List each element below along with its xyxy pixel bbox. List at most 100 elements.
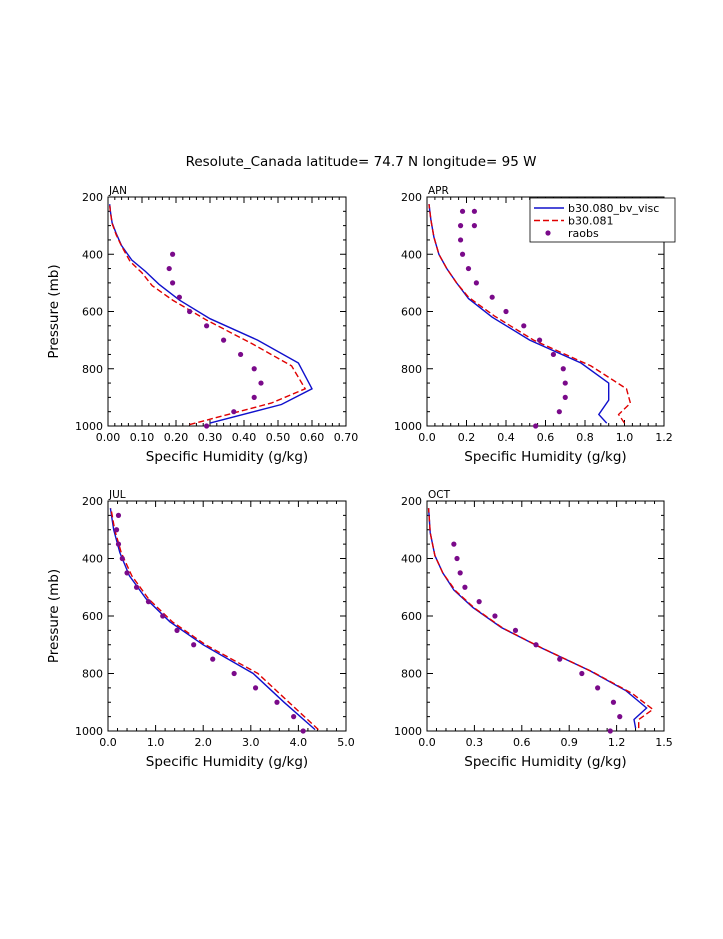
series-line-b30-080-jul bbox=[109, 508, 316, 731]
panel-apr: APR 0.0 0.2 0.4 0.6 0.8 1.0 1.2 200 400 600 800 1000… bbox=[394, 185, 673, 465]
y-tick-label-apr: 800 bbox=[401, 363, 422, 376]
raobs-point-jan bbox=[221, 337, 227, 343]
raobs-point-oct bbox=[476, 599, 482, 605]
panel-oct: OCT 0.0 0.3 0.6 0.9 1.2 1.5 200 400 600 800 1000 Spe… bbox=[394, 489, 673, 770]
y-axis-label-jan: Pressure (mb) bbox=[46, 264, 62, 358]
y-tick-label-jul: 200 bbox=[82, 495, 103, 508]
y-tick-label-jul: 600 bbox=[82, 610, 103, 623]
raobs-point-jul bbox=[191, 642, 197, 648]
y-tick-label-jul: 800 bbox=[82, 668, 103, 681]
raobs-point-jan bbox=[204, 423, 210, 429]
raobs-point-jul bbox=[231, 670, 237, 677]
raobs-point-oct bbox=[617, 714, 623, 720]
raobs-point-apr bbox=[536, 337, 543, 343]
raobs-point-jul bbox=[174, 627, 180, 633]
x-tick-label-jul: 0.0 bbox=[99, 736, 117, 749]
raobs-point-oct bbox=[457, 570, 463, 576]
x-tick-label-apr: 0.2 bbox=[458, 431, 476, 444]
raobs-point-apr bbox=[459, 251, 466, 257]
raobs-point-oct bbox=[454, 555, 460, 562]
raobs-point-jan bbox=[251, 394, 257, 400]
y-tick-label-jan: 200 bbox=[82, 191, 103, 204]
raobs-point-apr bbox=[560, 366, 566, 372]
raobs-point-apr bbox=[473, 280, 479, 286]
x-tick-label-apr: 1.0 bbox=[616, 431, 634, 444]
raobs-point-oct bbox=[512, 627, 519, 633]
x-tick-label-oct: 0.0 bbox=[418, 736, 436, 749]
raobs-point-jan bbox=[231, 409, 237, 415]
y-tick-label-jul: 1000 bbox=[75, 725, 103, 738]
raobs-point-apr bbox=[457, 223, 464, 229]
raobs-point-jan bbox=[187, 308, 193, 315]
x-tick-label-apr: 0.4 bbox=[497, 431, 515, 444]
y-tick-label-oct: 600 bbox=[401, 610, 422, 623]
x-tick-label-jul: 4.0 bbox=[290, 736, 308, 749]
x-tick-label-oct: 0.9 bbox=[560, 736, 578, 749]
raobs-point-jul bbox=[210, 656, 216, 662]
y-tick-label-oct: 200 bbox=[401, 495, 422, 508]
raobs-point-oct bbox=[607, 728, 613, 734]
y-tick-label-jan: 400 bbox=[82, 248, 103, 261]
raobs-point-jan bbox=[258, 380, 264, 386]
raobs-point-oct bbox=[533, 642, 539, 648]
y-tick-label-oct: 400 bbox=[401, 553, 422, 566]
series-line-b30-080-jan bbox=[109, 204, 313, 424]
raobs-point-apr bbox=[465, 265, 472, 272]
x-tick-label-oct: 0.6 bbox=[513, 736, 531, 749]
x-tick-label-oct: 1.5 bbox=[655, 736, 673, 749]
x-tick-label-jul: 3.0 bbox=[242, 736, 260, 749]
raobs-point-apr bbox=[471, 223, 477, 229]
raobs-point-apr bbox=[503, 308, 509, 315]
raobs-point-jan bbox=[204, 323, 210, 329]
y-tick-label-jan: 600 bbox=[82, 306, 103, 319]
raobs-point-jul bbox=[160, 613, 166, 619]
y-tick-label-apr: 400 bbox=[401, 248, 422, 261]
raobs-point-jul bbox=[252, 685, 259, 691]
raobs-point-jul bbox=[145, 599, 152, 605]
x-tick-label-jul: 5.0 bbox=[337, 736, 355, 749]
raobs-point-jul bbox=[124, 570, 130, 576]
raobs-point-oct bbox=[462, 584, 468, 590]
raobs-point-oct bbox=[610, 699, 617, 705]
raobs-point-apr bbox=[459, 208, 466, 214]
y-tick-label-jan: 1000 bbox=[75, 420, 103, 433]
x-tick-label-jan: 0.00 bbox=[96, 431, 121, 444]
plot-frame-jan bbox=[107, 196, 347, 427]
raobs-point-jul bbox=[133, 584, 140, 590]
raobs-point-jan bbox=[170, 280, 176, 286]
raobs-point-jul bbox=[115, 541, 122, 547]
x-axis-label-jul: Specific Humidity (g/kg) bbox=[146, 754, 308, 770]
raobs-point-jan bbox=[251, 366, 257, 372]
y-tick-label-oct: 800 bbox=[401, 668, 422, 681]
y-tick-label-apr: 1000 bbox=[394, 420, 422, 433]
raobs-point-apr bbox=[533, 423, 539, 429]
x-tick-label-apr: 0.6 bbox=[537, 431, 555, 444]
raobs-point-jan bbox=[176, 294, 182, 300]
x-tick-label-jan: 0.20 bbox=[164, 431, 189, 444]
legend-label-1: b30.081 bbox=[568, 215, 613, 228]
series-line-b30-080-oct bbox=[427, 508, 648, 729]
raobs-point-oct bbox=[492, 613, 498, 619]
x-tick-label-apr: 0.8 bbox=[576, 431, 594, 444]
raobs-point-oct bbox=[451, 541, 457, 547]
raobs-point-apr bbox=[562, 380, 568, 386]
x-tick-label-jul: 2.0 bbox=[194, 736, 212, 749]
raobs-point-apr bbox=[489, 294, 495, 300]
x-tick-label-jan: 0.40 bbox=[232, 431, 257, 444]
raobs-point-jan bbox=[166, 265, 172, 272]
y-tick-label-oct: 1000 bbox=[394, 725, 422, 738]
legend-label-2: raobs bbox=[568, 227, 599, 240]
series-line-b30-081-oct bbox=[427, 508, 655, 729]
y-axis-label-jul: Pressure (mb) bbox=[46, 569, 62, 663]
panel-label-apr: APR bbox=[428, 185, 449, 197]
raobs-point-jul bbox=[274, 699, 280, 705]
y-tick-label-jul: 400 bbox=[82, 553, 103, 566]
raobs-point-apr bbox=[550, 351, 557, 358]
legend-label-0: b30.080_bv_visc bbox=[568, 202, 659, 215]
raobs-point-oct bbox=[557, 656, 563, 662]
x-tick-label-jan: 0.10 bbox=[130, 431, 155, 444]
plot-frame-oct bbox=[426, 500, 665, 732]
